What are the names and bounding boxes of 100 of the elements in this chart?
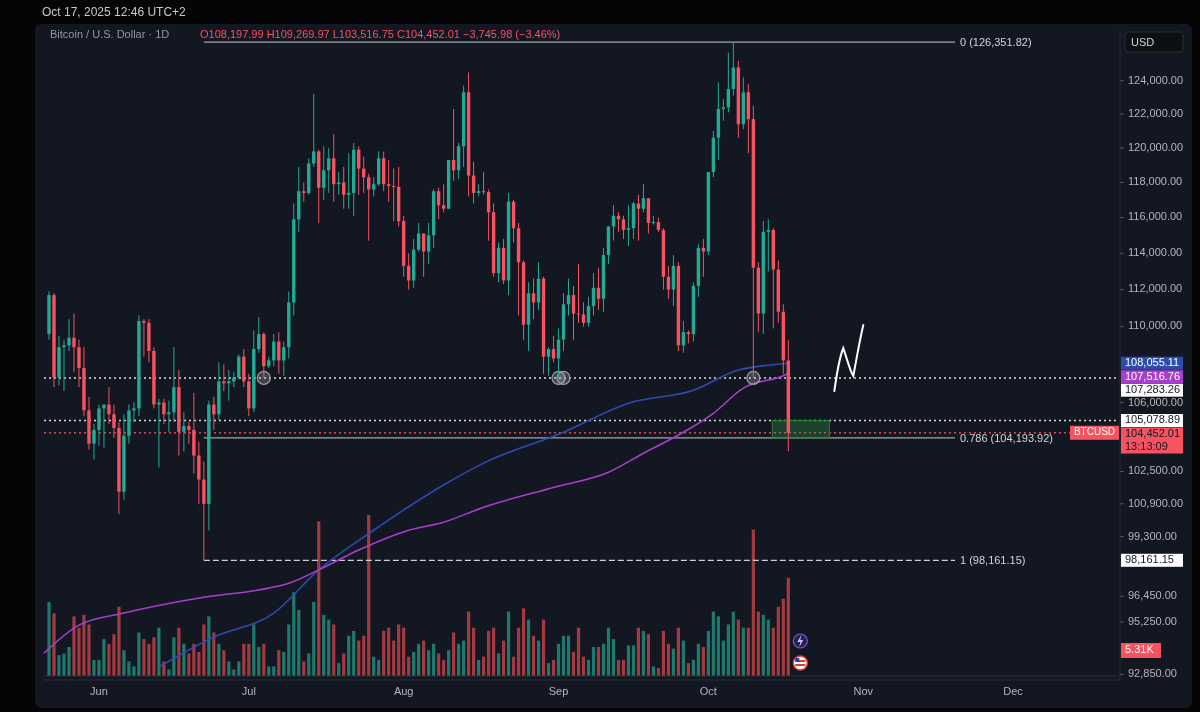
bar xyxy=(631,645,636,676)
candlestick xyxy=(72,313,76,373)
bar xyxy=(491,627,496,676)
candlestick xyxy=(302,181,306,203)
bar xyxy=(681,640,686,676)
candlestick xyxy=(342,166,346,210)
x-tick-label: Jun xyxy=(90,685,108,697)
bar xyxy=(207,616,211,676)
line-series xyxy=(158,362,790,668)
line-series xyxy=(43,372,790,654)
bar xyxy=(187,653,191,676)
bar xyxy=(726,624,730,676)
candlestick xyxy=(102,404,106,449)
bar xyxy=(761,614,765,676)
bar xyxy=(576,627,581,676)
x-tick-label: Nov xyxy=(853,685,874,697)
bar xyxy=(636,627,641,676)
bar xyxy=(437,653,441,676)
chart-title: Bitcoin / U.S. Dollar · 1D xyxy=(50,28,170,40)
ref-line-label: 107,283.26 xyxy=(1125,383,1181,396)
bar xyxy=(157,627,161,676)
candlestick xyxy=(551,335,556,363)
bar xyxy=(711,611,715,676)
candlestick xyxy=(766,218,771,272)
bar xyxy=(696,643,700,676)
x-tick-label: Jul xyxy=(241,685,256,697)
bar xyxy=(646,634,651,676)
bar xyxy=(506,611,511,676)
bar xyxy=(781,598,785,676)
bar xyxy=(486,630,491,676)
bar xyxy=(457,643,461,676)
bar xyxy=(766,619,770,676)
bar xyxy=(701,647,705,676)
candlestick xyxy=(576,263,581,324)
y-tick-label: 110,000.00 xyxy=(1128,319,1183,332)
y-tick-label: 124,000.00 xyxy=(1128,73,1184,86)
bar xyxy=(786,577,790,676)
candlestick xyxy=(92,423,96,461)
candlestick xyxy=(132,402,136,423)
candlestick xyxy=(636,194,641,242)
y-tick-label: 118,000.00 xyxy=(1128,175,1183,188)
bar xyxy=(641,630,646,676)
candlestick xyxy=(227,369,231,402)
text: 107,516.76 xyxy=(1125,369,1181,382)
y-tick-label: 122,000.00 xyxy=(1128,106,1184,119)
candlestick xyxy=(481,171,486,196)
bar xyxy=(741,627,745,676)
bar xyxy=(362,635,366,676)
bar xyxy=(496,653,501,676)
y-tick-label: 100,900.00 xyxy=(1128,496,1184,509)
bar xyxy=(347,635,351,676)
y-tick-label: 99,300.00 xyxy=(1128,529,1177,542)
bar xyxy=(287,624,291,676)
y-tick-label: 120,000.00 xyxy=(1128,140,1184,153)
bar xyxy=(327,619,331,676)
candlestick xyxy=(441,183,446,213)
bar xyxy=(367,515,371,676)
y-tick-label: 96,450.00 xyxy=(1128,589,1177,602)
y-tick-label: 95,250.00 xyxy=(1128,614,1177,627)
candlestick xyxy=(731,41,736,97)
bar xyxy=(746,627,750,676)
bar xyxy=(467,611,471,676)
text: 13:13:09 xyxy=(1125,439,1168,452)
bar xyxy=(297,609,301,676)
candlestick xyxy=(62,339,66,392)
x-tick-label: Aug xyxy=(393,685,414,697)
bar xyxy=(606,627,611,676)
bar xyxy=(432,643,436,676)
candlestick xyxy=(107,386,111,425)
candlestick xyxy=(97,404,101,447)
bar xyxy=(531,635,536,676)
ref-line-label: 0 (126,351.82) xyxy=(960,36,1032,49)
y-tick-label: 116,000.00 xyxy=(1128,210,1183,223)
ref-line-label: 105,078.89 xyxy=(1125,413,1181,426)
candlestick xyxy=(182,411,186,453)
bar xyxy=(666,643,671,676)
bar xyxy=(262,643,266,676)
bar xyxy=(197,651,201,676)
y-tick-label: 106,000.00 xyxy=(1128,395,1184,408)
bar xyxy=(776,606,780,676)
bar xyxy=(536,640,541,676)
bar xyxy=(292,592,296,676)
bar xyxy=(706,630,710,676)
candlestick xyxy=(581,301,586,328)
candlestick xyxy=(571,285,576,341)
bar xyxy=(601,643,606,676)
y-tick-label: 92,850.00 xyxy=(1128,667,1177,680)
bar xyxy=(402,627,406,676)
text: Oct 17, 2025 12:46 UTC+2 xyxy=(42,5,187,19)
bar xyxy=(392,640,396,676)
candlestick xyxy=(237,354,241,380)
bar xyxy=(721,640,725,676)
candlestick xyxy=(167,400,171,433)
bar xyxy=(217,643,221,676)
candlestick xyxy=(67,318,71,352)
bar xyxy=(526,619,531,676)
bar xyxy=(771,627,775,676)
bar xyxy=(282,651,286,676)
bar xyxy=(447,650,451,676)
bar xyxy=(352,630,356,676)
